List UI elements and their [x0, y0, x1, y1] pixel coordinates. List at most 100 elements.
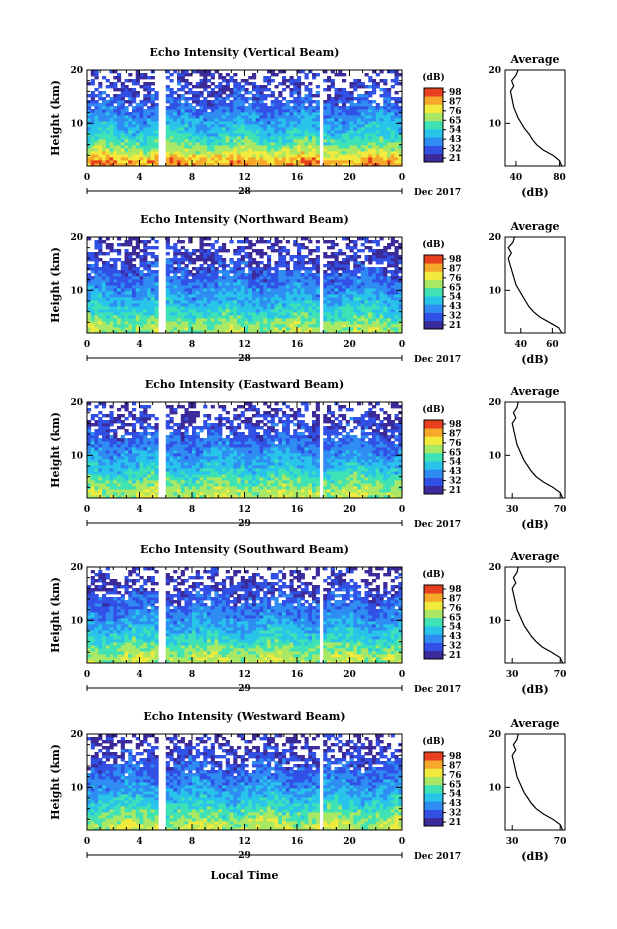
heatmap-cell [117, 142, 122, 146]
heatmap-cell [222, 243, 227, 247]
heatmap-cell [113, 441, 118, 445]
heatmap-cell [398, 157, 403, 161]
heatmap-cell [128, 495, 133, 499]
heatmap-cell [379, 124, 384, 128]
heatmap-cell [94, 136, 99, 140]
heatmap-cell [109, 489, 114, 493]
heatmap-cell [154, 273, 159, 277]
heatmap-cell [304, 282, 309, 286]
heatmap-cell [297, 112, 302, 116]
heatmap-cell [289, 133, 294, 137]
heatmap-cell [139, 240, 144, 244]
heatmap-cell [379, 145, 384, 149]
heatmap-cell [105, 148, 110, 152]
heatmap-cell [330, 291, 335, 295]
heatmap-cell [334, 243, 339, 247]
heatmap-cell [102, 303, 107, 307]
heatmap-cell [323, 124, 328, 128]
heatmap-cell [330, 297, 335, 301]
heatmap-cell [394, 288, 399, 292]
heatmap-cell [195, 139, 200, 143]
heatmap-cell [105, 426, 110, 430]
heatmap-cell [349, 282, 354, 286]
heatmap-cell [94, 145, 99, 149]
heatmap-cell [203, 115, 208, 119]
heatmap-cell [102, 471, 107, 475]
heatmap-cell [117, 306, 122, 310]
heatmap-cell [289, 270, 294, 274]
heatmap-cell [229, 154, 234, 158]
colorbar-tick-label: 65 [449, 116, 462, 126]
heatmap-cell [214, 273, 219, 277]
heatmap-cell [375, 154, 380, 158]
heatmap-cell [109, 243, 114, 247]
heatmap-cell [255, 327, 260, 331]
heatmap-cell [184, 309, 189, 313]
heatmap-cell [147, 121, 152, 125]
heatmap-cell [334, 315, 339, 319]
heatmap-cell [139, 151, 144, 155]
heatmap-cell [278, 127, 283, 131]
heatmap-cell [390, 312, 395, 316]
heatmap-cell [312, 330, 317, 334]
heatmap-cell [165, 124, 170, 128]
heatmap-cell [248, 163, 253, 167]
heatmap-cell [124, 270, 129, 274]
heatmap-cell [135, 282, 140, 286]
heatmap-cell [293, 130, 298, 134]
heatmap-cell [203, 267, 208, 271]
heatmap-cell [323, 306, 328, 310]
heatmap-cell [135, 243, 140, 247]
heatmap-cell [109, 282, 114, 286]
heatmap-cell [180, 279, 185, 283]
heatmap-cell [252, 133, 257, 137]
heatmap-cell [199, 103, 204, 107]
heatmap-cell [304, 306, 309, 310]
heatmap-cell [375, 73, 380, 77]
heatmap-cell [289, 148, 294, 152]
heatmap-cell [233, 291, 238, 295]
heatmap-cell [327, 318, 332, 322]
heatmap-cell [315, 142, 320, 146]
heatmap-cell [117, 414, 122, 418]
heatmap-cell [120, 279, 125, 283]
heatmap-cell [240, 127, 245, 131]
average-frame [504, 236, 566, 334]
heatmap-cell [308, 106, 313, 110]
heatmap-cell [214, 109, 219, 113]
heatmap-cell [124, 160, 129, 164]
heatmap-cell [308, 261, 313, 265]
heatmap-cell [278, 291, 283, 295]
heatmap-cell [383, 330, 388, 334]
heatmap-cell [233, 252, 238, 256]
colorbar-unit: (dB) [422, 239, 444, 250]
heatmap-cell [304, 285, 309, 289]
heatmap-cell [240, 136, 245, 140]
heatmap-cell [169, 288, 174, 292]
heatmap-cell [379, 312, 384, 316]
heatmap-cell [117, 420, 122, 424]
heatmap-cell [98, 444, 103, 448]
heatmap-cell [177, 112, 182, 116]
heatmap-cell [177, 127, 182, 131]
heatmap-cell [248, 327, 253, 331]
heatmap-cell [323, 100, 328, 104]
heatmap-cell [327, 267, 332, 271]
heatmap-cell [180, 103, 185, 107]
heatmap-cell [297, 264, 302, 268]
heatmap-cell [207, 73, 212, 77]
heatmap-cell [368, 255, 373, 259]
heatmap-cell [98, 267, 103, 271]
heatmap-cell [379, 261, 384, 265]
heatmap-cell [308, 127, 313, 131]
heatmap-cell [398, 318, 403, 322]
heatmap-cell [120, 276, 125, 280]
heatmap-cell [139, 330, 144, 334]
heatmap-cell [120, 82, 125, 86]
heatmap-cell [225, 309, 230, 313]
heatmap-cell [90, 115, 95, 119]
heatmap-cell [102, 261, 107, 265]
heatmap-cell [105, 246, 110, 250]
heatmap-cell [312, 309, 317, 313]
heatmap-cell [364, 97, 369, 101]
